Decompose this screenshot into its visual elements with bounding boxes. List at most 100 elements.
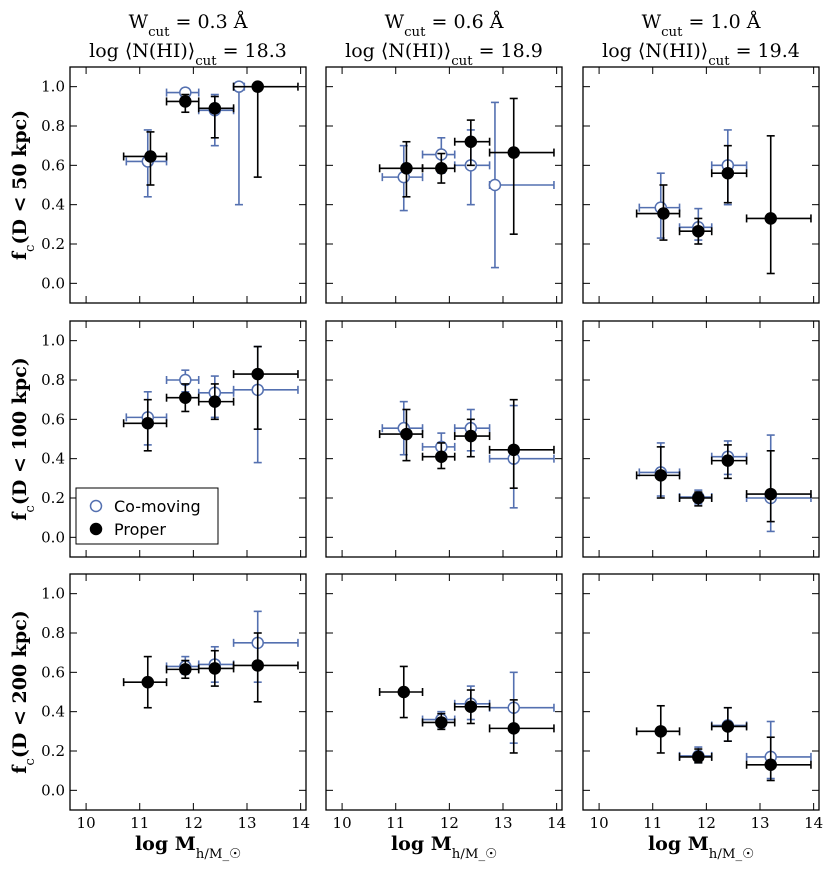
comoving-point — [381, 144, 424, 212]
proper-point — [421, 712, 456, 731]
proper-point — [197, 649, 235, 687]
proper-point — [488, 398, 555, 489]
y-tick-label: 1.0 — [41, 585, 65, 603]
proper-point — [745, 449, 812, 523]
proper-point — [122, 398, 168, 452]
proper-marker — [464, 135, 478, 148]
panel-frame — [582, 320, 820, 558]
row-label: fc(D < 200 kpc) — [9, 610, 38, 774]
proper-point — [710, 444, 748, 480]
x-tick-label: 13 — [237, 814, 256, 832]
proper-marker — [654, 725, 668, 738]
comoving-point — [745, 720, 812, 780]
proper-marker — [657, 207, 670, 220]
y-tick-label: 0.8 — [41, 624, 65, 642]
y-tick-label: 0.8 — [41, 371, 65, 389]
proper-point — [678, 748, 713, 764]
proper-point — [232, 345, 299, 430]
proper-marker — [764, 212, 777, 225]
x-tick-label: 11 — [130, 814, 149, 832]
proper-point — [710, 144, 748, 204]
comoving-point — [745, 434, 812, 533]
proper-point — [453, 119, 491, 167]
proper-point — [488, 97, 555, 235]
panel-frame — [325, 66, 563, 304]
comoving-point — [232, 345, 299, 464]
legend-frame — [75, 487, 219, 545]
proper-point — [122, 131, 168, 186]
y-tick-label: 0.8 — [41, 117, 65, 135]
proper-marker — [692, 750, 705, 764]
proper-marker — [251, 367, 264, 381]
x-tick-label: 12 — [184, 814, 203, 832]
x-tick-label: 13 — [750, 814, 769, 832]
panel-frame — [325, 320, 563, 558]
proper-marker — [764, 487, 777, 501]
proper-point — [197, 95, 235, 139]
column-title-line1: Wcut = 0.3 Å — [129, 11, 248, 40]
panel-r3-c3: 10 11 12 13 14 — [582, 573, 823, 832]
proper-marker — [692, 491, 705, 505]
proper-point — [488, 699, 555, 754]
proper-marker — [464, 429, 478, 443]
proper-marker — [654, 469, 668, 482]
y-tick-label: 0.2 — [41, 235, 65, 253]
y-tick-label: 0.4 — [41, 703, 65, 721]
panel-r2-c2 — [325, 320, 563, 558]
panel-frame — [69, 66, 307, 304]
proper-marker — [721, 720, 735, 733]
column-title-line2: log ⟨N(HI)⟩cut = 18.3 — [89, 40, 287, 69]
proper-marker — [507, 146, 520, 159]
comoving-point — [638, 172, 681, 239]
proper-marker — [692, 224, 705, 238]
comoving-point — [232, 610, 299, 683]
proper-point — [378, 408, 424, 462]
column-title-line1: Wcut = 0.6 Å — [385, 11, 504, 40]
panel-r2-c3 — [582, 320, 820, 558]
comoving-point — [165, 369, 200, 393]
panel-frame — [582, 66, 820, 304]
proper-point — [122, 655, 168, 709]
column-title-line1: Wcut = 1.0 Å — [642, 11, 761, 40]
y-tick-label: 0.0 — [41, 274, 65, 292]
proper-point — [635, 704, 681, 754]
proper-marker — [721, 454, 735, 467]
comoving-marker — [488, 178, 502, 192]
panel-r1-c1: 0.0 0.2 0.4 0.6 0.8 1.0 — [41, 66, 307, 304]
panel-frame — [582, 573, 820, 811]
y-tick-label: 0.0 — [41, 781, 65, 799]
x-tick-label: 14 — [547, 814, 566, 832]
proper-point — [197, 383, 235, 421]
proper-point — [745, 736, 812, 782]
y-tick-label: 0.6 — [41, 663, 65, 681]
x-tick-label: 11 — [386, 814, 405, 832]
proper-marker — [141, 675, 155, 689]
proper-marker — [179, 95, 192, 108]
proper-point — [421, 152, 456, 184]
x-axis-label: log Mh/M_☉ — [391, 833, 497, 862]
proper-point — [453, 689, 491, 725]
legend-proper-label: Proper — [114, 520, 166, 539]
proper-marker — [507, 443, 520, 457]
panel-frame — [69, 320, 307, 558]
proper-point — [232, 632, 299, 703]
proper-point — [421, 442, 456, 470]
column-title-line2: log ⟨N(HI)⟩cut = 18.9 — [345, 40, 543, 69]
legend-proper-marker — [89, 522, 103, 536]
comoving-point — [488, 404, 555, 509]
y-tick-label: 0.2 — [41, 742, 65, 760]
proper-point — [678, 491, 713, 507]
legend-comoving-marker — [89, 499, 103, 513]
x-tick-label: 13 — [493, 814, 512, 832]
proper-marker — [435, 162, 448, 175]
legend: Co-moving Proper — [75, 487, 219, 545]
comoving-point — [488, 101, 555, 269]
comoving-point — [125, 129, 168, 198]
proper-marker — [179, 663, 192, 676]
proper-point — [232, 80, 299, 178]
proper-point — [678, 217, 713, 245]
proper-marker — [179, 391, 192, 404]
proper-point — [453, 418, 491, 458]
panel-r3-c2: 10 11 12 13 14 — [325, 573, 566, 832]
proper-marker — [251, 659, 264, 672]
